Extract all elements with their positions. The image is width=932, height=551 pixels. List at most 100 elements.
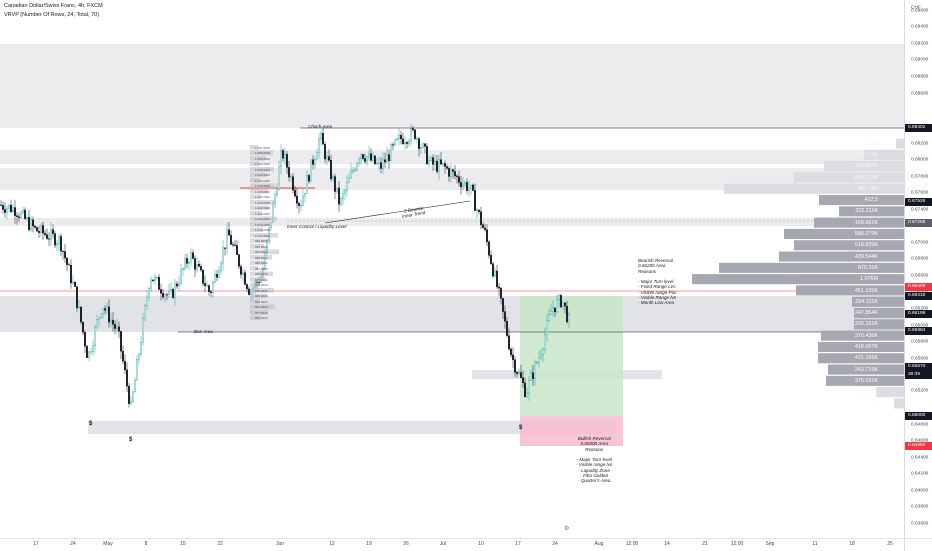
- fixed-range-bar: [250, 150, 273, 156]
- candle-body: [162, 293, 164, 298]
- gear-icon[interactable]: ⚙: [564, 526, 570, 532]
- bullish-note-line: Reasons: [585, 446, 604, 452]
- candle-body: [522, 377, 524, 384]
- candle-body: [330, 160, 332, 180]
- volume-profile-bar: [828, 364, 904, 375]
- candle-body: [196, 263, 198, 270]
- candle-body: [430, 157, 432, 161]
- candle-body: [358, 158, 360, 164]
- volume-profile-value: 898.217K: [854, 174, 878, 181]
- volume-profile-bar: [794, 172, 904, 183]
- fixed-range-value: 1.002.0000: [255, 233, 271, 238]
- volume-profile-bar: [854, 308, 904, 319]
- candle-body: [208, 285, 210, 292]
- bullish-note-line: - Fibo Golden: [580, 472, 609, 478]
- volume-profile-bar: [894, 398, 904, 409]
- liquidity-marker: $: [89, 421, 93, 427]
- candle-body: [456, 175, 458, 177]
- candle-body: [460, 182, 462, 188]
- candle-body: [170, 289, 172, 292]
- price-tick: 0.64200: [911, 471, 929, 477]
- volume-profile-bar: [852, 296, 904, 307]
- volume-profile-value: 412.5: [864, 197, 879, 204]
- candle-body: [26, 217, 28, 219]
- time-tick: 21: [702, 541, 708, 547]
- candle-body: [226, 229, 228, 249]
- candle-body: [24, 209, 26, 219]
- volume-profile-value: 421.166K: [854, 355, 878, 362]
- fixed-range-value: 1.027.0000: [255, 195, 271, 199]
- candle-body: [348, 177, 350, 183]
- candle-body: [296, 195, 298, 204]
- volume-profile-value: 62: [872, 400, 878, 407]
- candle-body: [290, 176, 292, 178]
- price-axis[interactable]: CHF 0.69600 0.69400 0.69200 0.69000 0.68800 0…: [904, 0, 932, 538]
- candle-body: [492, 263, 494, 277]
- candle-body: [172, 289, 174, 298]
- candle-body: [248, 288, 250, 295]
- price-tick: 0.63800: [911, 504, 929, 510]
- candle-body: [448, 168, 450, 177]
- fixed-range-value: 972.0000: [255, 283, 268, 287]
- candle-body: [234, 244, 236, 246]
- candle-body: [502, 298, 504, 312]
- fixed-range-bar: [250, 238, 271, 244]
- fixed-range-bar: [250, 167, 274, 172]
- fixed-range-value: 975.0000: [255, 277, 268, 282]
- upper-range-zone: [0, 44, 904, 128]
- choch-label: Choch Area: [308, 124, 333, 129]
- candle-body: [558, 295, 560, 301]
- fixed-range-bar: [250, 244, 264, 249]
- volume-profile-value: 294.311K: [855, 298, 878, 305]
- price-tick: 0.66200: [911, 306, 929, 312]
- bullish-note-line: - Liquidity Zone: [578, 467, 610, 473]
- volume-profile-value: 151.86K: [857, 389, 878, 396]
- candle-body: [216, 274, 218, 278]
- fixed-range-value: 1.020.0000: [255, 211, 271, 216]
- candle-body: [458, 176, 460, 183]
- price-tick: 0.66800: [911, 256, 929, 262]
- candle-body: [138, 353, 140, 360]
- candle-body: [278, 166, 280, 190]
- candle-body: [544, 334, 546, 350]
- candle-body: [10, 204, 12, 213]
- candle-body: [568, 314, 570, 323]
- volume-profile-bar: [692, 274, 904, 285]
- fixed-range-value: 1.010.0000: [255, 222, 271, 227]
- candle-body: [386, 154, 388, 163]
- candle-body: [344, 190, 346, 195]
- candle-body: [100, 313, 102, 318]
- inner-trendline: [324, 200, 471, 224]
- candle-body: [48, 238, 50, 240]
- candle-body: [166, 294, 168, 296]
- candle-body: [204, 283, 206, 286]
- candle-body: [310, 159, 312, 182]
- candle-body: [400, 134, 402, 140]
- chart-plot-area[interactable]: Canadian Dollar/Swiss Franc, 4h, FXCM VR…: [0, 0, 904, 538]
- candle-body: [128, 385, 130, 404]
- fixed-range-value: 992.0000: [255, 250, 268, 254]
- fixed-range-bar: [250, 200, 276, 205]
- candle-body: [410, 128, 412, 142]
- candle-body: [516, 372, 518, 374]
- candle-body: [504, 311, 506, 322]
- time-tick: 11: [812, 541, 818, 547]
- time-tick: 14: [664, 541, 670, 547]
- time-tick: 8: [144, 541, 148, 547]
- price-tick: 0.68600: [911, 91, 929, 97]
- time-tick: 18: [849, 541, 855, 547]
- symbol-title[interactable]: Canadian Dollar/Swiss Franc, 4h, FXCM: [4, 3, 103, 9]
- candle-body: [422, 143, 424, 148]
- bullish-note-line: - Quarter's Area: [578, 478, 611, 484]
- chart-canvas[interactable]: [0, 0, 904, 538]
- price-tick: 0.69000: [911, 57, 929, 63]
- time-axis[interactable]: 17 24 May 8 15 22 Jun 12 19 26 Jul 10 17 24 Aug 12:00 14…: [0, 538, 904, 551]
- candle-body: [468, 187, 470, 191]
- indicator-legend[interactable]: VRVP (Number Of Rows, 24, Total, 70): [4, 12, 100, 18]
- candle-body: [152, 279, 154, 282]
- bullish-note-line: 0.65000 Area: [580, 441, 608, 447]
- candle-body: [16, 215, 18, 217]
- candle-body: [294, 189, 296, 197]
- candle-body: [58, 236, 60, 244]
- candle-body: [144, 305, 146, 319]
